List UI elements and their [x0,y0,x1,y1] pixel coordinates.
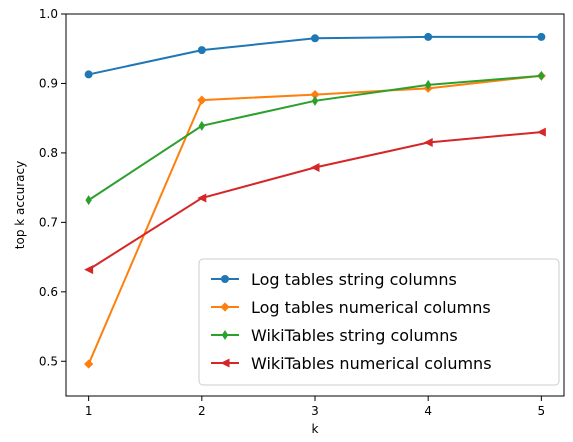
legend: Log tables string columns Log tables nume… [198,258,560,386]
series-3 [85,70,545,206]
x-tick-label: 5 [538,404,546,418]
data-point [197,46,206,55]
legend-marker [220,358,230,368]
x-tick-label: 2 [198,404,206,418]
legend-label: WikiTables numerical columns [251,354,492,373]
legend-entry: Log tables numerical columns [211,298,491,317]
series-4 [84,127,546,275]
x-tick-label: 1 [85,404,93,418]
legend-marker [220,302,230,312]
y-axis: 0.5 0.6 0.7 0.8 0.9 1.0 [39,7,66,368]
y-tick-label: 0.6 [39,285,58,299]
data-point [310,89,320,100]
data-point [84,70,93,79]
x-axis-label: k [312,422,319,436]
legend-entry: WikiTables numerical columns [211,354,492,373]
legend-label: Log tables numerical columns [251,298,491,317]
legend-label: WikiTables string columns [251,326,458,345]
y-tick-label: 1.0 [39,7,58,21]
y-tick-label: 0.5 [39,354,58,368]
legend-marker [221,275,229,283]
series-1 [84,32,546,79]
data-point [198,120,206,131]
series-layer [84,32,546,369]
y-tick-label: 0.8 [39,146,58,160]
legend-box [198,258,560,386]
x-tick-label: 4 [424,404,432,418]
data-point [311,95,319,106]
data-point [310,162,320,172]
data-point [538,70,545,81]
data-point [423,137,433,147]
y-tick-label: 0.7 [39,215,58,229]
legend-marker [221,330,229,340]
data-point [536,127,546,137]
data-point [197,95,207,105]
legend-entry: WikiTables string columns [211,326,458,345]
data-point [537,32,546,41]
y-axis-label: top k accuracy [13,161,27,249]
x-tick-label: 3 [311,404,319,418]
data-point [311,34,319,43]
data-point [85,195,92,206]
data-point [84,359,94,369]
data-point [424,32,433,41]
data-point [424,79,432,90]
data-point [197,193,207,203]
y-tick-label: 0.9 [39,76,58,90]
legend-label: Log tables string columns [251,270,457,289]
x-axis: 1 2 3 4 5 [85,396,545,418]
data-point [84,265,94,275]
legend-entry: Log tables string columns [211,270,457,289]
